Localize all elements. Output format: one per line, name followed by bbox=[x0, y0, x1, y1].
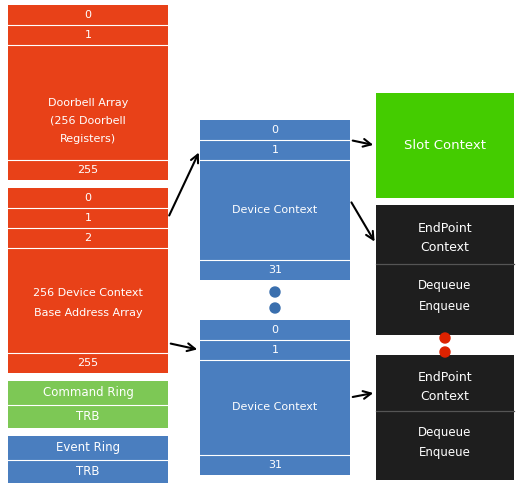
Text: EndPoint: EndPoint bbox=[418, 371, 472, 384]
Text: 0: 0 bbox=[271, 125, 279, 135]
Text: EndPoint: EndPoint bbox=[418, 222, 472, 235]
Bar bbox=[8, 5, 168, 180]
Circle shape bbox=[440, 333, 450, 343]
Text: 1: 1 bbox=[85, 30, 92, 40]
Text: Context: Context bbox=[420, 390, 470, 403]
Text: Registers): Registers) bbox=[60, 133, 116, 144]
Circle shape bbox=[270, 303, 280, 313]
Text: Enqueue: Enqueue bbox=[419, 300, 471, 313]
Text: 256 Device Context: 256 Device Context bbox=[33, 287, 143, 298]
Text: 1: 1 bbox=[271, 145, 279, 155]
Bar bbox=[376, 205, 514, 335]
Text: Device Context: Device Context bbox=[232, 205, 317, 215]
Text: Slot Context: Slot Context bbox=[404, 139, 486, 152]
Text: TRB: TRB bbox=[76, 465, 100, 478]
Bar bbox=[200, 320, 350, 475]
Bar bbox=[8, 436, 168, 483]
Bar bbox=[376, 93, 514, 198]
Text: 0: 0 bbox=[271, 325, 279, 335]
Text: 31: 31 bbox=[268, 265, 282, 275]
Text: Command Ring: Command Ring bbox=[42, 386, 133, 399]
Text: 31: 31 bbox=[268, 460, 282, 470]
Text: 1: 1 bbox=[85, 213, 92, 223]
Circle shape bbox=[440, 347, 450, 357]
Text: 2: 2 bbox=[84, 233, 92, 243]
Bar bbox=[8, 381, 168, 428]
Text: Device Context: Device Context bbox=[232, 402, 317, 412]
Bar bbox=[376, 355, 514, 480]
Circle shape bbox=[270, 287, 280, 297]
Text: 0: 0 bbox=[85, 193, 92, 203]
Text: Event Ring: Event Ring bbox=[56, 441, 120, 454]
Text: Context: Context bbox=[420, 242, 470, 254]
Text: (256 Doorbell: (256 Doorbell bbox=[50, 116, 126, 125]
Text: Doorbell Array: Doorbell Array bbox=[48, 97, 128, 107]
Text: 1: 1 bbox=[271, 345, 279, 355]
Text: 0: 0 bbox=[85, 10, 92, 20]
Text: Dequeue: Dequeue bbox=[418, 426, 472, 439]
Bar bbox=[8, 188, 168, 373]
Text: Dequeue: Dequeue bbox=[418, 279, 472, 292]
Text: Enqueue: Enqueue bbox=[419, 446, 471, 459]
Text: Base Address Array: Base Address Array bbox=[33, 308, 142, 317]
Text: 255: 255 bbox=[77, 165, 98, 175]
Text: 255: 255 bbox=[77, 358, 98, 368]
Text: TRB: TRB bbox=[76, 410, 100, 423]
Bar bbox=[200, 120, 350, 280]
